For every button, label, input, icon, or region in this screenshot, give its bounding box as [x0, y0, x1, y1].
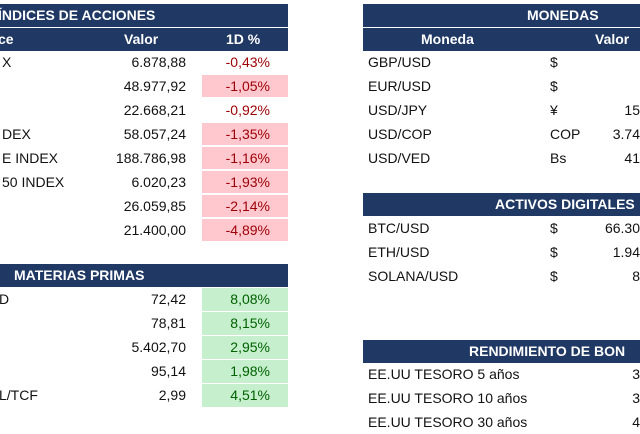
change-highlight — [202, 384, 288, 407]
bond-yield: 3 — [632, 390, 640, 406]
stock-value: 21.400,00 — [123, 222, 186, 238]
currency-pair: EUR/USD — [368, 78, 432, 94]
change-highlight — [202, 219, 288, 241]
commodity-change: 8,08% — [230, 291, 270, 307]
change-highlight — [202, 147, 288, 169]
stocks-column-header: ce Valor 1D % — [0, 28, 288, 51]
stock-value: 58.057,24 — [123, 126, 186, 142]
stocks-title-bar: ÍNDICES DE ACCIONES — [0, 4, 288, 27]
bonds-title: RENDIMIENTO DE BON — [469, 343, 626, 359]
commodity-value: 2,99 — [158, 387, 186, 403]
digital-title-bar: ACTIVOS DIGITALES — [363, 193, 640, 216]
stock-change: -1,16% — [225, 150, 270, 166]
commodity-value: 78,81 — [150, 315, 186, 331]
stocks-title: ÍNDICES DE ACCIONES — [0, 7, 156, 23]
currencies-column-header: Moneda Valor — [363, 28, 640, 51]
currency-pair: USD/COP — [368, 126, 432, 142]
digital-value: 66.30 — [604, 220, 640, 236]
stock-change: -0,43% — [225, 54, 270, 70]
stock-value: 188.786,98 — [115, 150, 186, 166]
commodities-title-bar: MATERIAS PRIMAS — [0, 264, 288, 287]
digital-symbol: $ — [550, 244, 558, 260]
currency-value: 15 — [624, 102, 640, 118]
col-header-value: Valor — [124, 31, 159, 47]
commodities-title: MATERIAS PRIMAS — [14, 267, 145, 283]
currency-symbol: ¥ — [550, 102, 558, 118]
commodity-change: 8,15% — [230, 315, 270, 331]
commodity-name: L/TCF — [0, 387, 38, 403]
currency-symbol: Bs — [550, 150, 567, 166]
col-header-currency: Moneda — [421, 31, 474, 47]
digital-value: 8 — [632, 268, 640, 284]
currency-symbol: COP — [550, 126, 581, 142]
stock-change: -1,93% — [225, 174, 270, 190]
stock-change: -1,35% — [225, 126, 270, 142]
stock-index-name: DEX — [2, 126, 31, 142]
currencies-title-bar: MONEDAS — [363, 4, 640, 27]
digital-symbol: $ — [550, 268, 558, 284]
digital-symbol: $ — [550, 220, 558, 236]
currency-value: 3.74 — [612, 126, 640, 142]
currency-value — [570, 50, 640, 74]
stock-value: 26.059,85 — [123, 198, 186, 214]
digital-pair: BTC/USD — [368, 220, 430, 236]
stock-change: -0,92% — [225, 102, 270, 118]
stock-change: -2,14% — [225, 198, 270, 214]
currency-pair: GBP/USD — [368, 54, 432, 70]
col-header-change: 1D % — [226, 31, 261, 47]
currency-pair: USD/JPY — [368, 102, 428, 118]
col-header-index: ce — [0, 31, 14, 47]
change-highlight — [202, 75, 288, 97]
bond-name: EE.UU TESORO 5 años — [368, 366, 520, 382]
stock-value: 6.878,88 — [131, 54, 187, 70]
digital-pair: SOLANA/USD — [368, 268, 459, 284]
currency-symbol: $ — [550, 54, 558, 70]
digital-title: ACTIVOS DIGITALES — [495, 196, 635, 212]
change-highlight — [202, 360, 288, 383]
currency-pair: USD/VED — [368, 150, 431, 166]
change-highlight — [202, 123, 288, 145]
currency-value — [570, 74, 640, 98]
bond-name: EE.UU TESORO 10 años — [368, 390, 528, 406]
currencies-title: MONEDAS — [527, 7, 599, 23]
change-highlight — [202, 195, 288, 217]
change-highlight — [202, 171, 288, 193]
stock-index-name: E INDEX — [2, 150, 59, 166]
stock-value: 48.977,92 — [123, 78, 186, 94]
stock-value: 22.668,21 — [123, 102, 186, 118]
commodity-value: 95,14 — [150, 363, 186, 379]
change-highlight — [202, 312, 288, 335]
bonds-title-bar: RENDIMIENTO DE BON — [363, 340, 640, 363]
currency-symbol: $ — [550, 78, 558, 94]
commodity-value: 72,42 — [150, 291, 186, 307]
bond-yield: 3 — [632, 366, 640, 382]
stock-change: -4,89% — [225, 222, 270, 238]
stock-index-name: X — [2, 54, 12, 70]
change-highlight — [202, 288, 288, 311]
commodity-value: 5.402,70 — [131, 339, 187, 355]
commodity-change: 4,51% — [230, 387, 270, 403]
col-header-currency-value: Valor — [595, 31, 630, 47]
stock-change: -1,05% — [225, 78, 270, 94]
digital-value: 1.94 — [612, 244, 640, 260]
commodity-name: D — [0, 291, 10, 307]
change-highlight — [202, 336, 288, 359]
commodity-change: 1,98% — [230, 363, 270, 379]
bond-yield: 4 — [632, 414, 640, 430]
currency-value: 41 — [624, 150, 640, 166]
commodity-change: 2,95% — [230, 339, 270, 355]
digital-pair: ETH/USD — [368, 244, 430, 260]
stock-index-name: 50 INDEX — [2, 174, 65, 190]
bond-name: EE.UU TESORO 30 años — [368, 414, 528, 430]
stock-value: 6.020,23 — [131, 174, 187, 190]
